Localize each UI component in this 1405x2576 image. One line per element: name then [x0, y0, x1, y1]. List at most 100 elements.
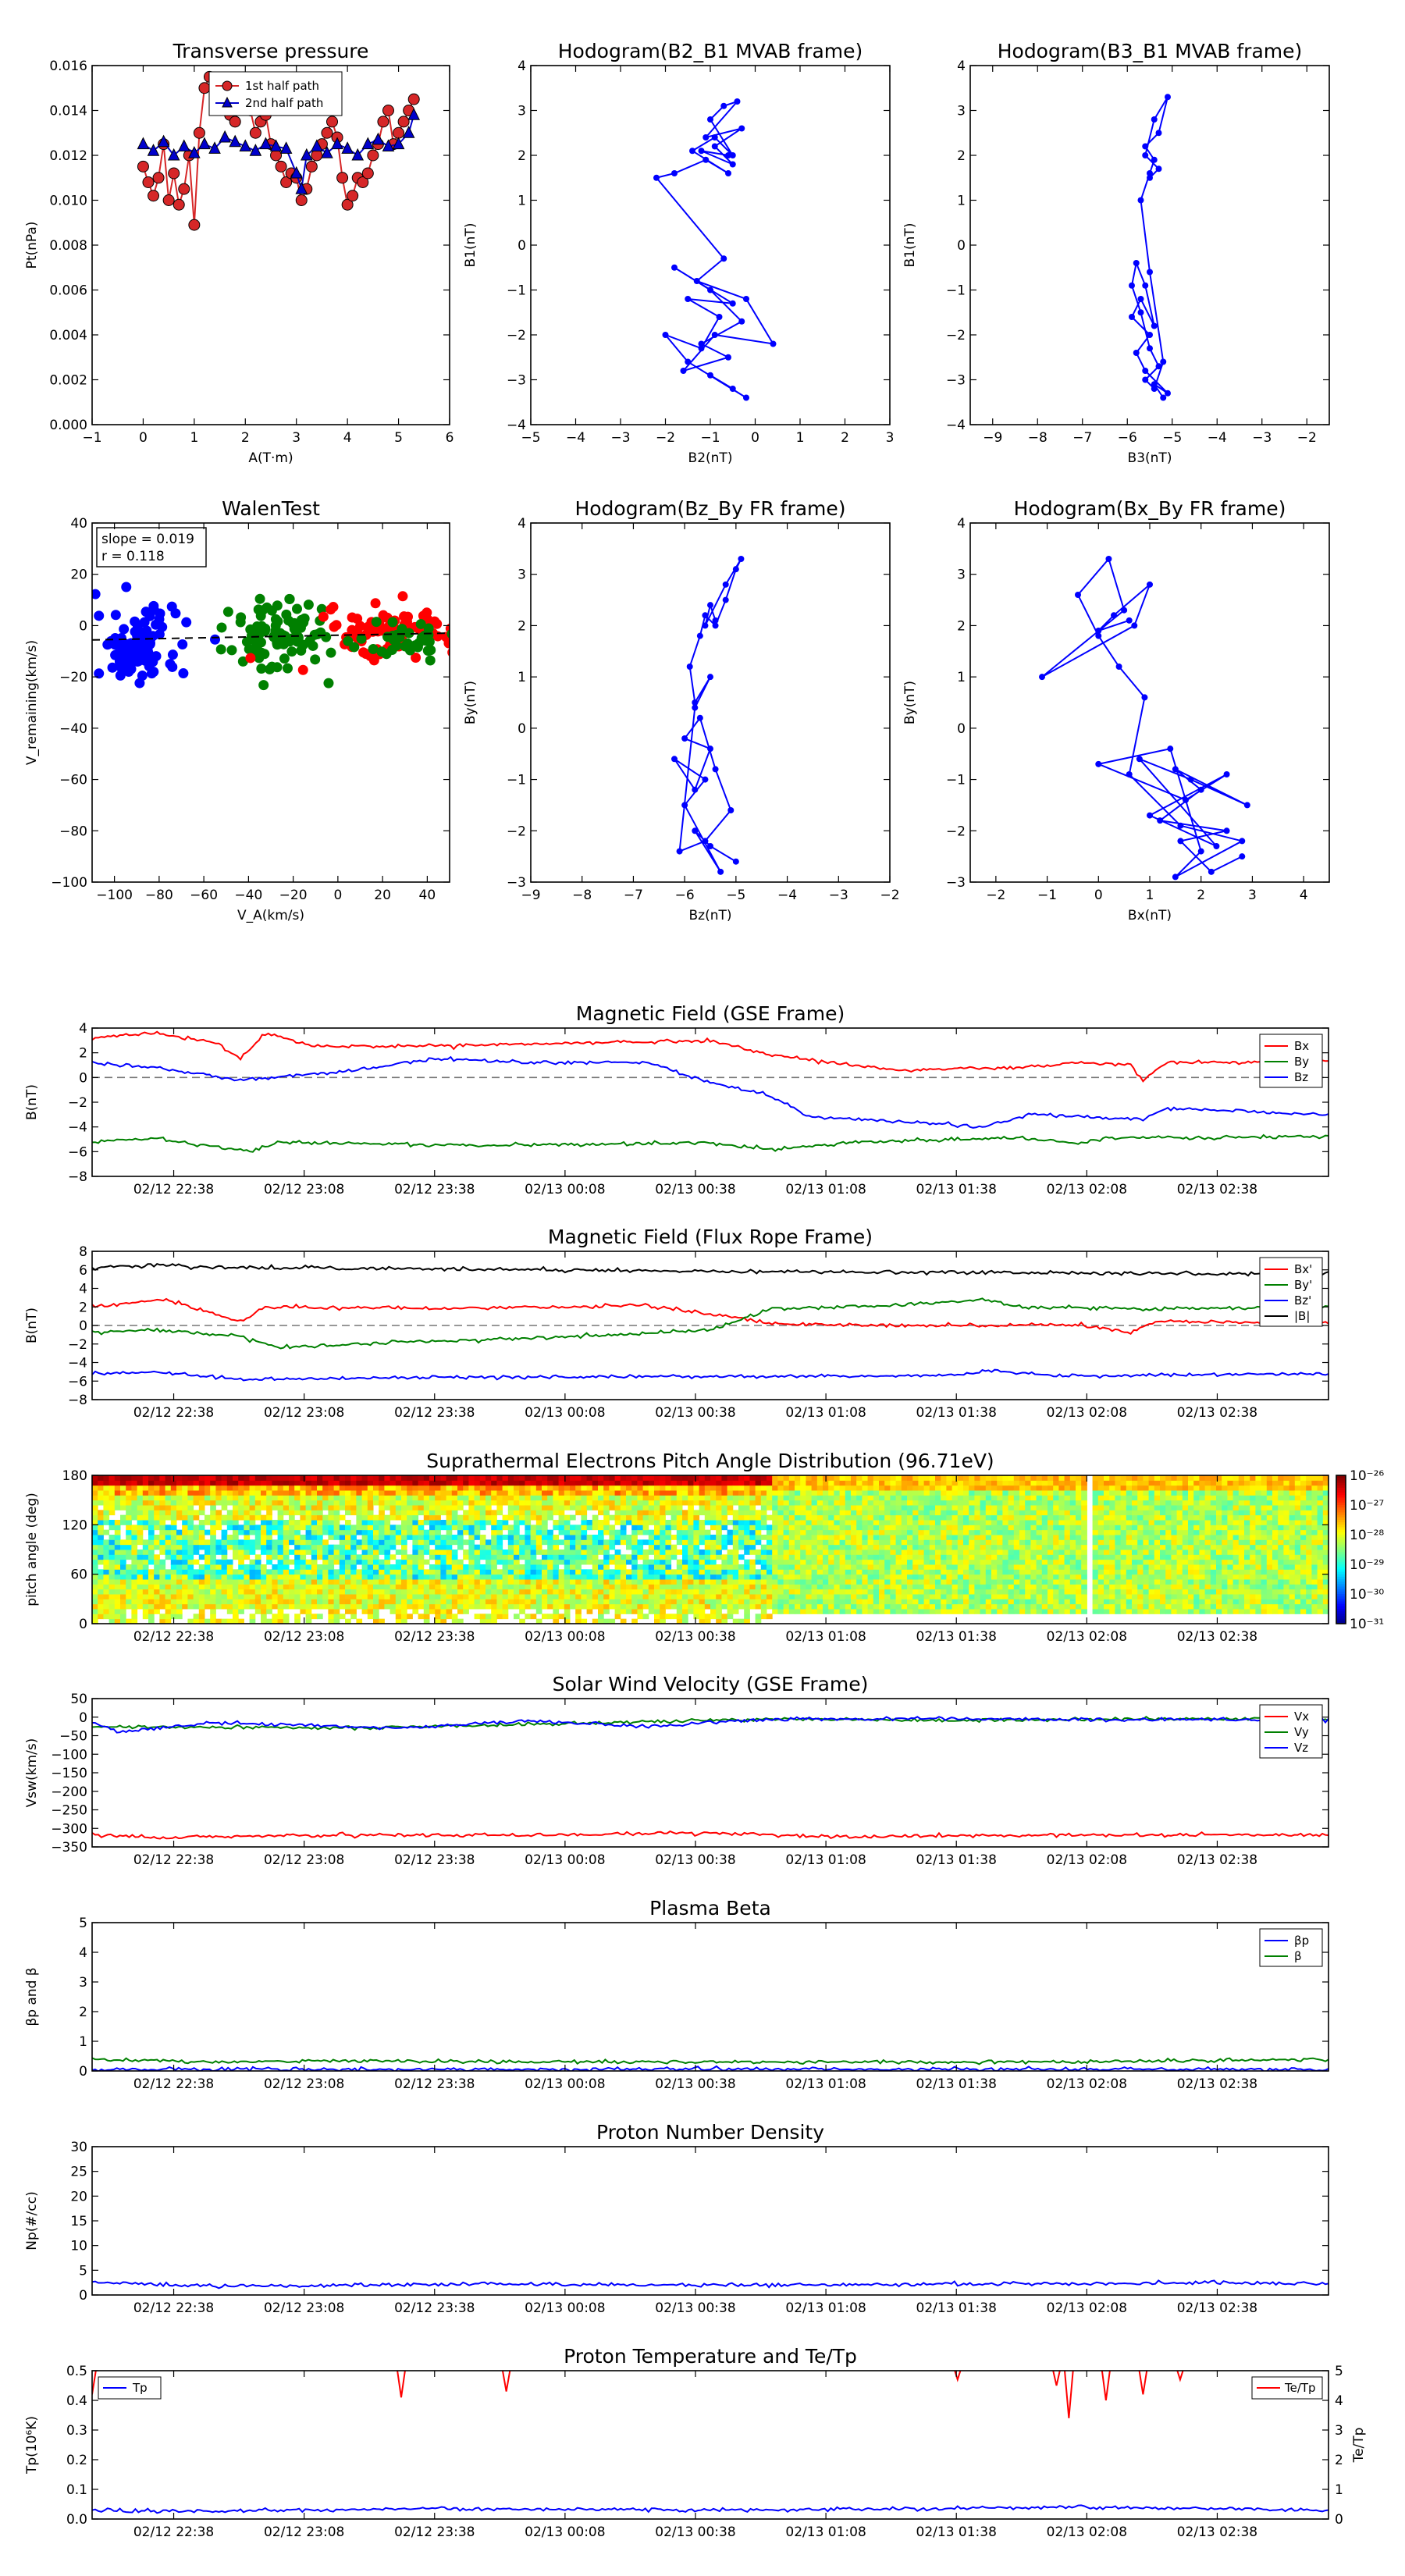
heatmap-cell: [429, 1485, 436, 1491]
heatmap-cell: [535, 1495, 542, 1501]
heatmap-cell: [693, 1525, 700, 1531]
heatmap-cell: [401, 1514, 407, 1521]
heatmap-cell: [631, 1510, 638, 1516]
heatmap-cell: [581, 1599, 588, 1605]
data-point: [386, 645, 397, 656]
heatmap-cell: [137, 1520, 144, 1525]
heatmap-cell: [176, 1495, 183, 1501]
heatmap-cell: [395, 1525, 402, 1531]
heatmap-cell: [895, 1535, 902, 1540]
heatmap-cell: [311, 1579, 318, 1585]
heatmap-cell: [474, 1554, 481, 1560]
heatmap-cell: [755, 1589, 762, 1595]
heatmap-cell: [535, 1564, 542, 1570]
heatmap-cell: [665, 1485, 672, 1491]
heatmap-cell: [103, 1485, 110, 1491]
heatmap-cell: [148, 1510, 155, 1516]
heatmap-cell: [795, 1584, 801, 1590]
heatmap-cell: [266, 1554, 272, 1560]
heatmap-cell: [249, 1550, 256, 1555]
heatmap-cell: [367, 1564, 374, 1570]
heatmap-cell: [373, 1603, 379, 1610]
heatmap-cell: [502, 1574, 509, 1580]
heatmap-cell: [665, 1614, 672, 1620]
data-point: [117, 648, 128, 659]
heatmap-cell: [800, 1564, 806, 1570]
heatmap-cell: [154, 1495, 160, 1501]
data-point: [280, 176, 293, 188]
heatmap-cell: [867, 1505, 874, 1510]
heatmap-cell: [261, 1480, 267, 1486]
heatmap-cell: [322, 1505, 329, 1510]
heatmap-cell: [806, 1589, 813, 1595]
heatmap-cell: [401, 1475, 407, 1481]
heatmap-cell: [333, 1594, 340, 1599]
heatmap-cell: [182, 1535, 188, 1540]
heatmap-cell: [873, 1510, 880, 1516]
heatmap-cell: [463, 1500, 469, 1506]
heatmap-cell: [535, 1485, 542, 1491]
heatmap-cell: [159, 1559, 166, 1565]
heatmap-cell: [654, 1554, 660, 1560]
heatmap-cell: [795, 1495, 801, 1501]
heatmap-cell: [429, 1554, 436, 1560]
heatmap-cell: [828, 1529, 834, 1535]
heatmap-cell: [92, 1618, 98, 1624]
heatmap-cell: [317, 1550, 323, 1555]
heatmap-cell: [491, 1584, 497, 1590]
heatmap-cell: [693, 1614, 700, 1620]
heatmap-cell: [435, 1529, 441, 1535]
heatmap-cell: [120, 1609, 126, 1614]
heatmap-cell: [514, 1569, 520, 1575]
heatmap-cell: [851, 1490, 857, 1496]
heatmap-cell: [507, 1579, 514, 1585]
heatmap-cell: [468, 1574, 475, 1580]
heatmap-cell: [542, 1594, 548, 1599]
heatmap-cell: [446, 1554, 453, 1560]
heatmap-cell: [901, 1569, 908, 1575]
heatmap-cell: [373, 1495, 379, 1501]
heatmap-cell: [693, 1485, 700, 1491]
heatmap-cell: [795, 1535, 801, 1540]
heatmap-cell: [254, 1594, 261, 1599]
data-point: [368, 644, 379, 655]
x-tick-label: 02/13 02:38: [1177, 1405, 1257, 1421]
heatmap-cell: [182, 1550, 188, 1555]
heatmap-cell: [468, 1584, 475, 1590]
data-point: [698, 340, 705, 347]
heatmap-cell: [187, 1510, 194, 1516]
heatmap-cell: [564, 1500, 571, 1506]
hzy-panel: Hodogram(Bz_By FR frame)−9 −8 −7 −6 −5 −4 −3 −2…: [463, 497, 900, 923]
x-tick-label: −4: [1208, 430, 1227, 446]
data-point: [188, 146, 201, 158]
heatmap-cell: [811, 1490, 818, 1496]
heatmap-cell: [486, 1564, 492, 1570]
heatmap-cell: [530, 1514, 537, 1521]
heatmap-cell: [261, 1589, 267, 1595]
x-axis-label: B2(nT): [688, 450, 733, 466]
heatmap-cell: [660, 1569, 666, 1575]
heatmap-cell: [631, 1485, 638, 1491]
heatmap-cell: [862, 1500, 869, 1506]
heatmap-cell: [401, 1500, 407, 1506]
heatmap-cell: [525, 1544, 532, 1550]
heatmap-cell: [254, 1579, 261, 1585]
heatmap-cell: [738, 1514, 745, 1521]
heatmap-cell: [361, 1510, 368, 1516]
heatmap-cell: [148, 1550, 155, 1555]
heatmap-cell: [176, 1510, 183, 1516]
heatmap-cell: [665, 1564, 672, 1570]
heatmap-cell: [350, 1589, 357, 1595]
heatmap-cell: [530, 1550, 537, 1555]
heatmap-cell: [137, 1535, 144, 1540]
heatmap-cell: [294, 1490, 301, 1496]
heatmap-cell: [890, 1594, 897, 1599]
heatmap-cell: [642, 1510, 649, 1516]
heatmap-cell: [575, 1475, 582, 1481]
heatmap-cell: [463, 1594, 469, 1599]
heatmap-cell: [788, 1554, 795, 1560]
heatmap-cell: [710, 1505, 717, 1510]
heatmap-cell: [289, 1514, 295, 1521]
heatmap-cell: [564, 1618, 571, 1624]
heatmap-cell: [170, 1505, 177, 1510]
